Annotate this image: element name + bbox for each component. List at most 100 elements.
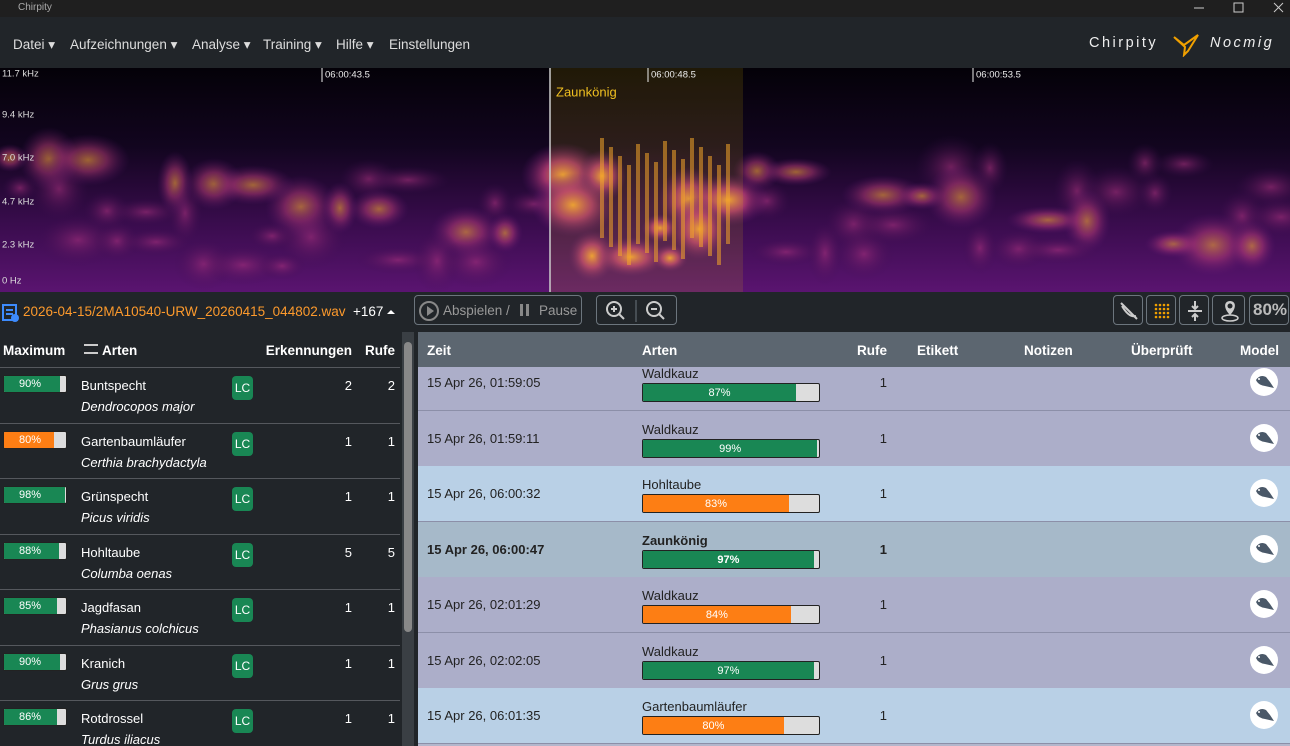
score-bar[interactable]: 88% bbox=[3, 541, 67, 560]
row-separator bbox=[0, 644, 400, 646]
column-header[interactable]: Rufe bbox=[857, 343, 887, 358]
result-row[interactable]: 15 Apr 26, 02:02:05 Waldkauz 97% 1 bbox=[418, 632, 1290, 689]
species-name[interactable]: Hohltaube bbox=[81, 544, 141, 560]
time: 15 Apr 26, 02:01:29 bbox=[427, 597, 541, 612]
calls: 1 bbox=[879, 375, 887, 390]
icon bbox=[1154, 303, 1170, 319]
species: Waldkauz bbox=[642, 421, 699, 437]
menu-item[interactable]: Hilfe ▾ bbox=[336, 37, 374, 52]
spectro-energy bbox=[834, 228, 894, 280]
calls: 1 bbox=[387, 600, 395, 615]
time: 15 Apr 26, 06:00:32 bbox=[427, 486, 541, 501]
spectro-energy bbox=[627, 165, 631, 265]
species: Hohltaube bbox=[642, 477, 702, 492]
column-header[interactable]: Notizen bbox=[1024, 343, 1073, 358]
filter-button[interactable] bbox=[1113, 295, 1143, 325]
model-icon[interactable] bbox=[1250, 368, 1278, 396]
menu-item[interactable]: Datei ▾ bbox=[13, 37, 56, 52]
column-header[interactable]: Zeit bbox=[427, 343, 452, 358]
menu-item[interactable]: Aufzeichnungen ▾ bbox=[70, 37, 178, 52]
spectro-energy bbox=[275, 205, 347, 269]
species-name[interactable]: Buntspecht bbox=[81, 378, 147, 393]
species-name[interactable]: Grünspecht bbox=[81, 489, 149, 504]
species-name[interactable]: Jagdfasan bbox=[81, 600, 141, 615]
scroll-thumb[interactable] bbox=[404, 342, 412, 632]
column-header[interactable]: Etikett bbox=[917, 343, 959, 358]
spectro-energy bbox=[600, 138, 604, 238]
model-icon[interactable] bbox=[1250, 590, 1278, 618]
score-fill bbox=[4, 598, 57, 614]
column-header[interactable]: Model bbox=[1240, 343, 1279, 358]
species-latin: Turdus iliacus bbox=[81, 732, 161, 746]
score-bar[interactable]: 90% bbox=[3, 652, 67, 671]
spectro-energy bbox=[609, 147, 613, 247]
spectrogram: 11.7 kHz 9.4 kHz 7.0 kHz 4.7 kHz 2.3 kHz 0 Hz… bbox=[0, 68, 1290, 292]
species: Gartenbaumläufer bbox=[642, 699, 747, 714]
icon bbox=[1221, 301, 1239, 322]
score-bar[interactable]: 98% bbox=[3, 486, 67, 504]
menu-item[interactable]: Analyse ▾ bbox=[192, 37, 251, 52]
model-icon[interactable] bbox=[1250, 701, 1278, 729]
file-name[interactable]: 2026-04-15/2MA10540-URW_20260415_044802.… bbox=[23, 304, 346, 319]
column-header[interactable]: Überprüft bbox=[1131, 343, 1193, 358]
time-label: 06:00:53.5 bbox=[976, 70, 1021, 81]
play-button[interactable]: Abspielen / Pause bbox=[414, 295, 582, 325]
column-header[interactable]: Rufe bbox=[365, 343, 395, 358]
time: 15 Apr 26, 06:01:35 bbox=[427, 708, 541, 723]
model-icon[interactable] bbox=[1250, 423, 1278, 452]
model-icon[interactable] bbox=[1250, 479, 1278, 507]
spectro-energy bbox=[672, 150, 676, 250]
score-bar[interactable]: 90% bbox=[3, 375, 67, 393]
species-name[interactable]: Rotdrossel bbox=[81, 711, 144, 726]
score-bar[interactable]: 85% bbox=[3, 597, 67, 615]
score-label: 88% bbox=[18, 544, 42, 557]
species-latin: Picus viridis bbox=[81, 510, 150, 525]
zoom-buttons[interactable] bbox=[596, 295, 677, 325]
icon bbox=[1120, 302, 1138, 320]
column-header[interactable]: Arten bbox=[642, 343, 678, 358]
grid-button[interactable] bbox=[1146, 295, 1176, 325]
frequency-label: 7.0 kHz bbox=[2, 153, 34, 164]
species: Waldkauz bbox=[642, 366, 699, 381]
spectro-energy bbox=[1063, 189, 1111, 253]
row-separator bbox=[0, 478, 400, 479]
model-icon[interactable] bbox=[1250, 645, 1278, 674]
score-bar[interactable]: 80% bbox=[3, 430, 67, 449]
bird bbox=[1256, 431, 1274, 444]
detections: 2 bbox=[344, 378, 352, 393]
spectro-energy bbox=[652, 244, 688, 272]
score-bar: 80% bbox=[642, 716, 820, 735]
compress-button[interactable] bbox=[1179, 295, 1209, 325]
result-row[interactable]: 15 Apr 26, 01:59:11 Waldkauz 99% 1 bbox=[418, 410, 1290, 467]
location-button[interactable] bbox=[1212, 295, 1245, 325]
spectro-energy bbox=[366, 166, 450, 194]
spectro-energy bbox=[642, 214, 678, 242]
result-row[interactable]: 15 Apr 26, 06:00:32 Hohltaube 83% 1 bbox=[418, 466, 1290, 522]
toolbar: 2026-04-15/2MA10540-URW_20260415_044802.… bbox=[0, 292, 1290, 332]
result-row[interactable]: 15 Apr 26, 02:01:29 Waldkauz 84% 1 bbox=[418, 577, 1290, 633]
column-header[interactable]: Erkennungen bbox=[265, 343, 352, 358]
file-count[interactable]: +167 bbox=[353, 304, 384, 319]
result-row[interactable]: 15 Apr 26, 06:01:35 Gartenbaumläufer 80% 1 bbox=[418, 688, 1290, 744]
brand-logo bbox=[1173, 34, 1199, 57]
score-bar[interactable]: 86% bbox=[3, 708, 67, 726]
column-header[interactable]: Maximum bbox=[3, 343, 66, 358]
score-fill bbox=[643, 550, 814, 568]
scrollbar[interactable] bbox=[402, 332, 414, 746]
window-title: Chirpity bbox=[18, 2, 52, 13]
score-fill bbox=[4, 653, 60, 670]
model-icon[interactable] bbox=[1250, 534, 1278, 563]
score-label: 85% bbox=[18, 600, 42, 612]
result-row[interactable]: 15 Apr 26, 06:00:47 Zaunkönig 97% 1 bbox=[418, 521, 1290, 578]
column-header[interactable]: Arten bbox=[102, 343, 138, 358]
model-confidence[interactable]: 80% bbox=[1249, 295, 1289, 325]
spectro-energy bbox=[750, 238, 822, 266]
menu-item[interactable]: Einstellungen bbox=[389, 37, 471, 52]
window-controls[interactable] bbox=[1180, 0, 1290, 17]
menu-item[interactable]: Training ▾ bbox=[263, 37, 322, 52]
play-label: Abspielen / bbox=[443, 303, 510, 318]
species-name[interactable]: Kranich bbox=[81, 655, 126, 671]
species-name[interactable]: Gartenbaumläufer bbox=[81, 433, 186, 449]
frequency-label: 9.4 kHz bbox=[2, 110, 34, 121]
